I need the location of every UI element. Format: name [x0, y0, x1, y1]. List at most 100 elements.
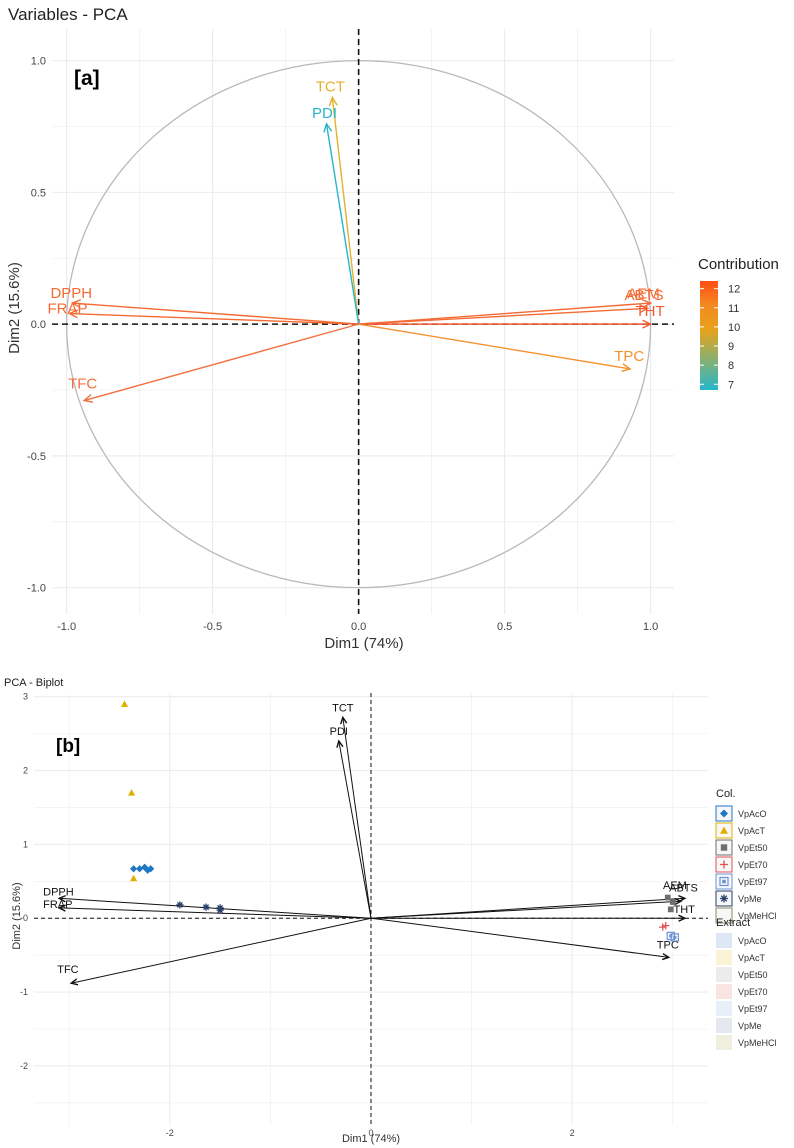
y-tick-label: 0.5: [31, 187, 46, 199]
arrowhead-frap: [67, 309, 79, 319]
label-abts: ABTS: [624, 287, 663, 304]
legend-marker-vpme: [720, 894, 728, 903]
x-tick-label: 1.0: [643, 621, 658, 633]
arrowhead-aem: [639, 304, 650, 314]
col-legend: Col. VpAcO VpAcT VpEt50 VpEt70 VpEt97 VpMe VpM…: [715, 788, 777, 924]
point-vpet70: [662, 922, 670, 930]
label-tct: TCT: [332, 702, 354, 714]
label-abts: ABTS: [669, 882, 698, 894]
label-frap: FRAP: [43, 899, 72, 911]
arrowhead-tfc: [69, 978, 79, 986]
point-vpet50: [664, 894, 671, 901]
arrow-dpph: [72, 302, 359, 325]
y-tick-label: 1.0: [31, 56, 46, 68]
legend-marker-vpet97: [719, 876, 729, 887]
legend-label-vpet97: VpEt97: [738, 877, 768, 887]
legend-key-vpet50: [716, 967, 732, 982]
legend-label-vpet50: VpEt50: [738, 843, 768, 853]
x-axis-label: Dim1 (74%): [342, 1133, 400, 1145]
legend-label-vpme: VpMe: [738, 1021, 762, 1031]
point-vpact: [120, 700, 129, 707]
legend-marker-vpet97-center: [722, 879, 726, 884]
legend-tick-label: 8: [728, 360, 734, 372]
point-vpet97: [670, 933, 680, 942]
extract-legend: Extract VpAcO VpAcT VpEt50 VpEt70 VpEt97 VpMe…: [716, 917, 777, 1050]
arrow-tfc: [83, 323, 359, 402]
arrowhead-tht: [678, 914, 687, 922]
x-tick-label: 0.5: [497, 621, 512, 633]
arrow-frap: [69, 312, 359, 325]
label-tfc: TFC: [57, 964, 78, 976]
label-frap: FRAP: [48, 301, 88, 318]
arrowhead-aem: [674, 897, 683, 906]
y-axis-label: Dim2 (15.6%): [6, 262, 23, 354]
legend-key-vpmehcl: [715, 907, 733, 924]
arrowhead-frap: [57, 904, 66, 912]
chart-title: Variables - PCA: [8, 5, 128, 24]
legend-label-vpet70: VpEt70: [738, 860, 768, 870]
label-tct: TCT: [316, 79, 345, 96]
legend-key-vpet70: [716, 984, 732, 999]
arrowhead-dpph: [57, 895, 66, 903]
legend-label-vpet70: VpEt70: [738, 987, 768, 997]
legend-label-vpaco: VpAcO: [738, 809, 767, 819]
y-tick-label: -2: [20, 1061, 28, 1071]
point-vpme: [176, 901, 184, 909]
legend-key-vpmehcl: [716, 1035, 732, 1050]
y-tick-label: -1: [20, 987, 28, 997]
point-vpact: [129, 874, 138, 882]
legend-title: Extract: [716, 917, 750, 929]
y-tick-label: 3: [23, 692, 28, 702]
point-vpaco: [129, 865, 138, 873]
arrow-dpph: [59, 897, 372, 919]
legend-label-vpaco: VpAcO: [738, 936, 767, 946]
label-dpph: DPPH: [50, 285, 92, 302]
x-tick-label: -1.0: [57, 621, 76, 633]
legend-tick-label: 10: [728, 322, 740, 334]
arrowhead-tht: [642, 319, 653, 329]
arrow-tpc: [358, 323, 631, 370]
arrowhead-pdi: [336, 739, 344, 748]
y-tick-label: 0.0: [31, 319, 46, 331]
arrow-abts: [358, 302, 651, 325]
arrowhead-pdi: [323, 122, 333, 133]
legend-label-vpet50: VpEt50: [738, 970, 768, 980]
legend-ticks: 12 11 10 9 8 7: [700, 284, 740, 391]
point-vpact: [127, 789, 136, 796]
legend-key-vpet97: [716, 1001, 732, 1016]
chart-title: PCA - Biplot: [4, 677, 63, 689]
legend-colorbar: [700, 281, 718, 390]
legend-marker-vpet50: [720, 844, 728, 851]
label-aem: AEM: [627, 285, 660, 302]
arrow-tpc: [370, 917, 669, 958]
plot-area: [52, 29, 674, 614]
panel-label: [b]: [56, 736, 80, 757]
y-tick-label: 1: [23, 839, 28, 849]
contribution-legend: Contribution 12 11 10 9 8 7: [698, 256, 779, 391]
legend-label-vpact: VpAcT: [738, 953, 766, 963]
x-tick-label: 2: [570, 1128, 575, 1138]
legend-tick-label: 9: [728, 341, 734, 353]
legend-title: Contribution: [698, 256, 779, 273]
x-axis-label: Dim1 (74%): [324, 635, 403, 652]
axis-ticks: -1.0 -0.5 0.0 0.5 1.0 -1.0 -0.5 0.0 0.5 1.0: [27, 56, 658, 633]
label-tpc: TPC: [657, 939, 679, 951]
label-tht: THT: [673, 904, 695, 916]
legend-tick-label: 11: [728, 303, 739, 315]
legend-label-vpmehcl: VpMeHCl: [738, 911, 777, 921]
sample-points: [120, 700, 680, 942]
axis-ticks: -2 0 2 -2 -1 0 1 2 3: [20, 692, 575, 1138]
x-tick-label: -2: [166, 1128, 174, 1138]
arrowhead-tpc: [621, 363, 632, 373]
label-aem: AEM: [663, 880, 687, 892]
legend-key-vpme: [716, 1018, 732, 1033]
legend-marker-vpact: [720, 826, 728, 834]
legend-label-vpmehcl: VpMeHCl: [738, 1038, 777, 1048]
arrowhead-tpc: [661, 952, 671, 961]
arrow-tct: [342, 717, 372, 919]
legend-key-vpact: [716, 950, 732, 965]
